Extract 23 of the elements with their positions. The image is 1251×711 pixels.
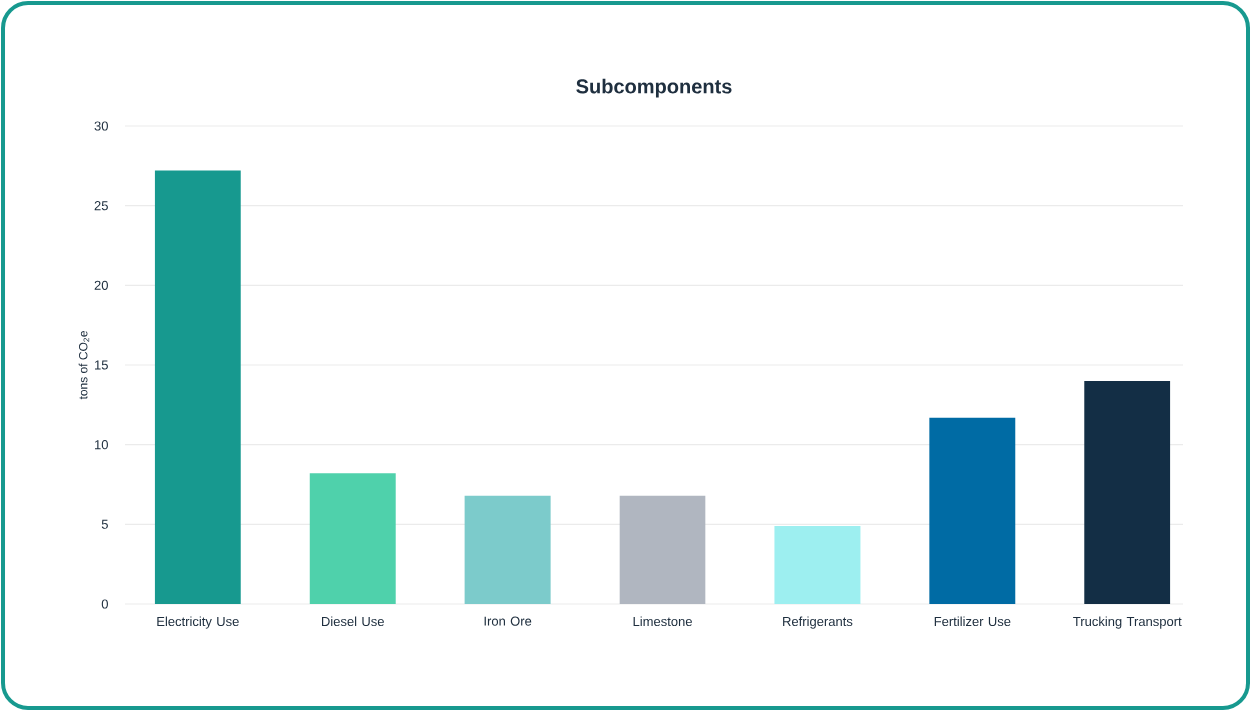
y-tick-label: 0 bbox=[101, 599, 108, 609]
x-tick-label: Refrigerants bbox=[783, 616, 853, 629]
bar bbox=[619, 495, 706, 604]
bar bbox=[154, 170, 241, 604]
x-tick-label: Limestone bbox=[633, 616, 692, 627]
bar bbox=[1084, 380, 1171, 604]
bar bbox=[464, 495, 551, 604]
x-tick-label: Electricity Use bbox=[157, 616, 239, 629]
x-tick-label: Trucking Transport bbox=[1073, 616, 1182, 629]
y-tick-label: 30 bbox=[94, 121, 108, 131]
y-tick-label: 10 bbox=[95, 440, 108, 450]
bar bbox=[774, 525, 861, 604]
bar bbox=[309, 473, 396, 604]
x-tick-label: Fertilizer Use bbox=[934, 616, 1011, 627]
y-axis-title: tons of CO$_{2}$e bbox=[78, 331, 90, 400]
x-tick-label: Iron Ore bbox=[484, 616, 532, 626]
y-tick-label: 25 bbox=[94, 201, 108, 211]
y-tick-label: 15 bbox=[95, 360, 108, 370]
chart-title: Subcomponents bbox=[576, 78, 732, 98]
y-tick-label: 20 bbox=[94, 280, 108, 290]
bar bbox=[929, 417, 1016, 604]
y-tick-label: 5 bbox=[101, 519, 108, 529]
x-tick-label: Diesel Use bbox=[322, 616, 384, 627]
